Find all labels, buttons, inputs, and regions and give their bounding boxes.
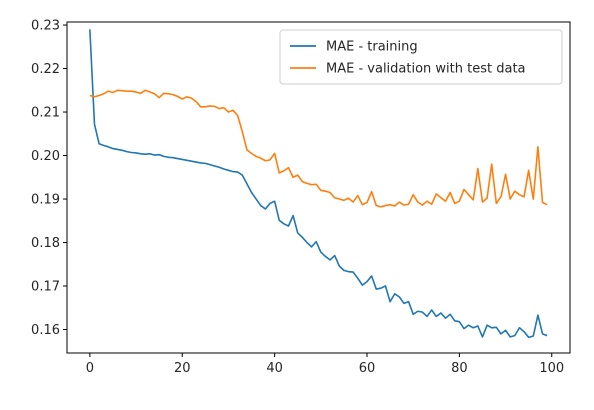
x-axis: 0 20 40 60 80 100 xyxy=(86,353,564,376)
y-tick-label: 0.19 xyxy=(31,193,60,208)
x-tick-label: 80 xyxy=(451,361,468,376)
x-tick-label: 0 xyxy=(86,361,94,376)
y-tick-label: 0.23 xyxy=(31,19,60,34)
y-tick-label: 0.18 xyxy=(31,236,60,251)
x-tick-label: 40 xyxy=(266,361,283,376)
legend: MAE - training MAE - validation with test… xyxy=(280,30,562,84)
y-tick-label: 0.16 xyxy=(31,323,60,338)
x-tick-label: 100 xyxy=(539,361,564,376)
legend-label: MAE - training xyxy=(326,40,418,55)
legend-label: MAE - validation with test data xyxy=(326,62,526,77)
legend-item: MAE - validation with test data xyxy=(290,62,526,77)
y-axis: 0.16 0.17 0.18 0.19 0.20 0.21 0.22 0.23 xyxy=(31,19,67,338)
x-tick-label: 60 xyxy=(359,361,376,376)
y-tick-label: 0.20 xyxy=(31,149,60,164)
y-tick-label: 0.17 xyxy=(31,280,60,295)
y-tick-label: 0.22 xyxy=(31,62,60,77)
y-tick-label: 0.21 xyxy=(31,106,60,121)
x-tick-label: 20 xyxy=(174,361,191,376)
